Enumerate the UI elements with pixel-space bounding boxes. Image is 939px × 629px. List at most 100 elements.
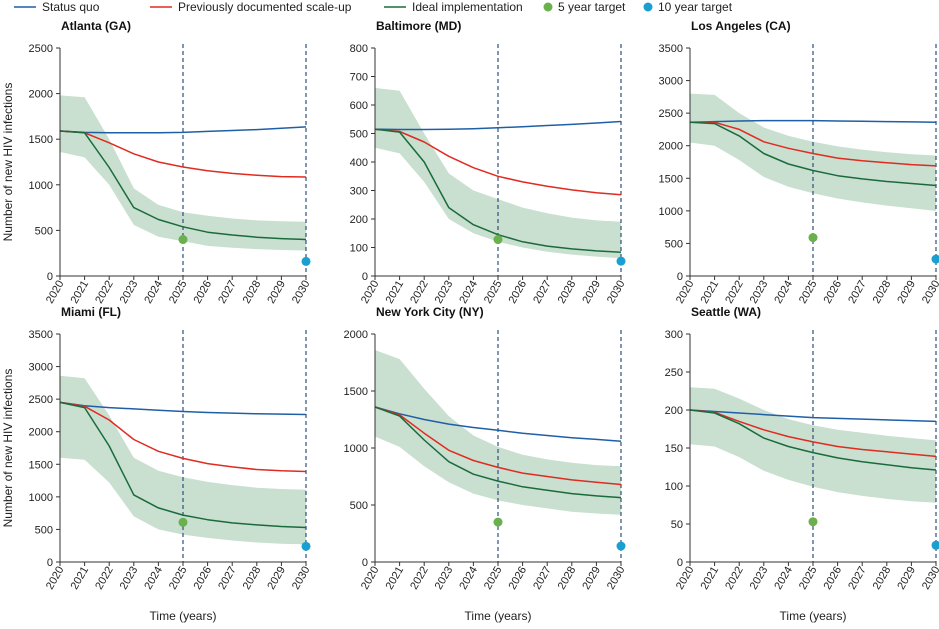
legend-label: Status quo (42, 0, 100, 14)
legend-item: Status quo (14, 0, 100, 14)
chart-panel: Los Angeles (CA) 0 500 1000 1500 2000 2500 3000… (659, 19, 939, 306)
panel-title: Atlanta (GA) (61, 19, 131, 33)
y-tick-label: 100 (665, 481, 683, 493)
x-tick-label: 2027 (846, 279, 869, 306)
y-tick-label: 1500 (659, 173, 683, 185)
legend-label: Previously documented scale-up (178, 0, 352, 14)
x-tick-label: 2022 (723, 565, 746, 592)
five-year-target-point (809, 233, 818, 242)
x-tick-label: 2023 (433, 279, 456, 306)
y-tick-label: 2000 (29, 89, 53, 101)
x-tick-label: 2026 (192, 279, 215, 306)
x-tick-label: 2030 (290, 279, 313, 306)
x-tick-label: 2023 (433, 565, 456, 592)
y-tick-label: 1500 (29, 459, 53, 471)
x-tick-label: 2024 (772, 279, 795, 306)
ten-year-target-point (932, 541, 939, 550)
x-tick-label: 2024 (142, 279, 165, 306)
y-tick-label: 2500 (29, 394, 53, 406)
y-tick-label: 1000 (344, 443, 368, 455)
x-tick-label: 2022 (723, 279, 746, 306)
x-tick-label: 2026 (192, 565, 215, 592)
panel-title: New York City (NY) (376, 305, 484, 319)
y-tick-label: 1500 (344, 386, 368, 398)
y-tick-label: 500 (350, 500, 368, 512)
x-tick-label: 2027 (531, 279, 554, 306)
y-tick-label: 2500 (659, 108, 683, 120)
x-tick-label: 2022 (408, 565, 431, 592)
y-tick-label: 500 (665, 238, 683, 250)
legend-item: 5 year target (544, 0, 627, 14)
x-tick-label: 2029 (895, 565, 918, 592)
legend-item: 10 year target (644, 0, 733, 14)
x-tick-label: 2028 (241, 565, 264, 592)
x-tick-label: 2026 (822, 565, 845, 592)
y-tick-label: 1000 (29, 492, 53, 504)
y-tick-label: 3000 (659, 76, 683, 88)
y-tick-label: 100 (350, 243, 368, 255)
y-tick-label: 300 (665, 329, 683, 341)
legend-item: Previously documented scale-up (150, 0, 352, 14)
x-tick-label: 2025 (167, 279, 190, 306)
x-tick-label: 2028 (871, 565, 894, 592)
x-tick-label: 2024 (457, 565, 480, 592)
panel-title: Seattle (WA) (691, 305, 761, 319)
x-tick-label: 2022 (408, 279, 431, 306)
x-tick-label: 2029 (265, 565, 288, 592)
x-tick-label: 2027 (216, 279, 239, 306)
x-tick-label: 2027 (531, 565, 554, 592)
x-tick-label: 2026 (507, 279, 530, 306)
legend-label: Ideal implementation (412, 0, 523, 14)
x-tick-label: 2021 (69, 565, 92, 592)
panel-title: Baltimore (MD) (376, 19, 461, 33)
x-tick-label: 2027 (846, 565, 869, 592)
x-tick-label: 2027 (216, 565, 239, 592)
x-axis-title: Time (years) (780, 609, 847, 623)
y-tick-label: 200 (350, 214, 368, 226)
legend: Status quo Previously documented scale-up… (14, 0, 733, 14)
panel-title: Miami (FL) (61, 305, 121, 319)
y-tick-label: 1000 (659, 206, 683, 218)
y-tick-label: 2500 (29, 43, 53, 55)
x-tick-label: 2026 (822, 279, 845, 306)
x-tick-label: 2030 (605, 565, 628, 592)
x-tick-label: 2030 (920, 565, 939, 592)
x-tick-label: 2025 (797, 279, 820, 306)
x-tick-label: 2030 (605, 279, 628, 306)
y-tick-label: 0 (677, 271, 683, 283)
x-tick-label: 2029 (580, 565, 603, 592)
y-tick-label: 800 (350, 43, 368, 55)
y-tick-label: 1500 (29, 134, 53, 146)
x-tick-label: 2021 (699, 565, 722, 592)
x-tick-label: 2024 (457, 279, 480, 306)
y-tick-label: 500 (35, 524, 53, 536)
x-tick-label: 2023 (118, 565, 141, 592)
y-tick-label: 0 (362, 271, 368, 283)
panel-title: Los Angeles (CA) (691, 19, 791, 33)
x-tick-label: 2023 (748, 565, 771, 592)
y-tick-label: 1000 (29, 180, 53, 192)
legend-label: 10 year target (658, 0, 733, 14)
y-tick-label: 3500 (659, 43, 683, 55)
chart-panel: Miami (FL)050010001500200025003000350020… (29, 305, 313, 592)
x-tick-label: 2028 (556, 279, 579, 306)
five-year-target-point (494, 518, 503, 527)
x-tick-label: 2022 (93, 279, 116, 306)
y-tick-label: 2000 (659, 141, 683, 153)
y-tick-label: 0 (362, 557, 368, 569)
legend-dot-swatch (644, 3, 653, 12)
y-tick-label: 500 (350, 129, 368, 141)
x-tick-label: 2025 (797, 565, 820, 592)
y-tick-label: 3500 (29, 329, 53, 341)
x-tick-label: 2028 (556, 565, 579, 592)
y-axis-title: Number of new HIV infections (1, 83, 15, 242)
y-tick-label: 400 (350, 157, 368, 169)
y-tick-label: 2000 (344, 329, 368, 341)
five-year-target-point (494, 235, 503, 244)
y-tick-label: 200 (665, 405, 683, 417)
legend-label: 5 year target (558, 0, 626, 14)
